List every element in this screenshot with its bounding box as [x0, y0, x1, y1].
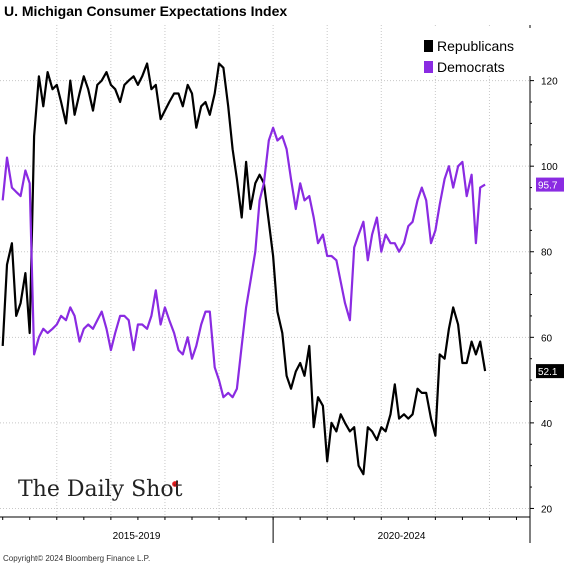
- y-tick-label: 40: [541, 419, 553, 430]
- legend-label-democrats: Democrats: [437, 59, 505, 75]
- chart-title: U. Michigan Consumer Expectations Index: [4, 3, 288, 19]
- brand-text: The Daily Shot: [18, 477, 183, 502]
- last-value-box-republicans: [536, 364, 564, 379]
- legend-swatch-democrats: [424, 61, 433, 73]
- y-tick-label: 60: [541, 333, 553, 344]
- y-tick-label: 80: [541, 248, 553, 259]
- y-tick-label: 20: [541, 504, 553, 515]
- last-value-label-republicans: 52.1: [538, 367, 558, 378]
- axis-layer: 20 40 60 80 100 120 2015-2019 2020-2024: [0, 25, 558, 543]
- copyright-footer: Copyright© 2024 Bloomberg Finance L.P.: [3, 554, 151, 563]
- x-group-label: 2015-2019: [113, 531, 161, 542]
- legend: Republicans Democrats: [412, 28, 536, 76]
- brand-dot: [172, 481, 178, 487]
- legend-swatch-republicans: [424, 40, 433, 52]
- series-line-democrats: [1, 126, 486, 399]
- x-group-label: 2020-2024: [378, 531, 426, 542]
- daily-shot-logo: The Daily Shot ®: [18, 477, 183, 502]
- series-line-republicans: [1, 62, 487, 476]
- series-layer: [1, 62, 487, 476]
- last-value-label-democrats: 95.7: [538, 181, 558, 192]
- legend-label-republicans: Republicans: [437, 38, 514, 54]
- y-tick-label: 100: [541, 162, 558, 173]
- label-layer: 52.1 95.7: [172, 177, 564, 487]
- last-value-box-democrats: [536, 177, 564, 192]
- brand-mark: ®: [172, 480, 178, 489]
- grid-layer: [0, 25, 530, 517]
- y-tick-label: 120: [541, 77, 558, 88]
